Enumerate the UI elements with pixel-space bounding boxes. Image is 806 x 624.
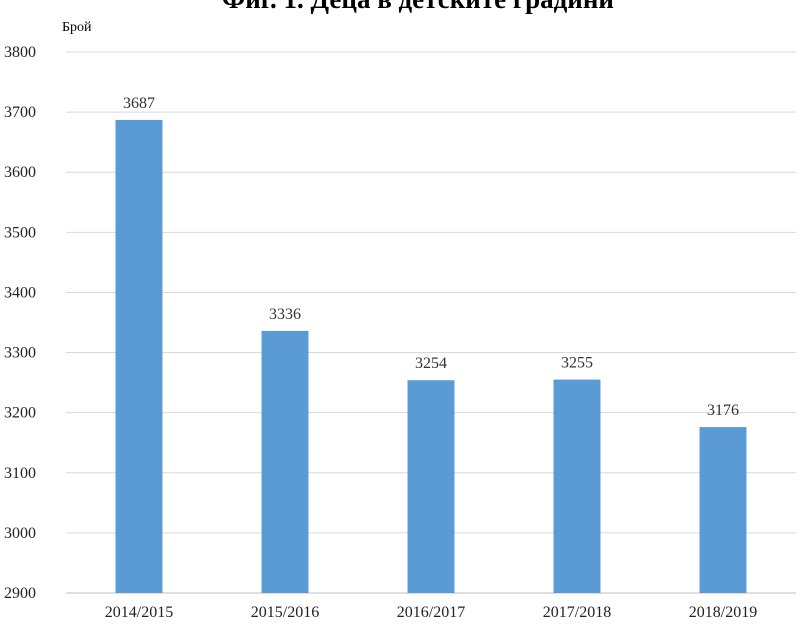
- x-tick-label: 2017/2018: [543, 604, 611, 621]
- x-axis-ticks: 2014/2015 2015/2016 2016/2017 2017/2018 2018…: [105, 604, 757, 621]
- data-label: 3176: [707, 402, 739, 419]
- data-label: 3336: [269, 306, 301, 323]
- chart-title: Фиг. 1. Деца в детските градини: [222, 0, 614, 14]
- data-label: 3254: [415, 355, 447, 372]
- y-tick-label: 3300: [4, 345, 36, 362]
- data-label: 3255: [561, 355, 593, 372]
- x-tick-label: 2015/2016: [251, 604, 319, 621]
- bar: [261, 330, 309, 593]
- y-tick-label: 3400: [4, 284, 36, 301]
- bar: [699, 427, 747, 593]
- data-label: 3687: [123, 95, 155, 112]
- gridlines: [66, 51, 796, 594]
- y-axis-label: Брой: [62, 20, 92, 35]
- bars: [115, 119, 747, 594]
- y-axis-ticks: 2900 3000 3100 3200 3300 3400 3500 3600 3700 3800: [4, 44, 36, 602]
- x-tick-label: 2014/2015: [105, 604, 173, 621]
- y-tick-label: 3100: [4, 465, 36, 482]
- y-tick-label: 3500: [4, 224, 36, 241]
- bar: [553, 379, 601, 593]
- y-tick-label: 3800: [4, 44, 36, 61]
- y-tick-label: 3600: [4, 164, 36, 181]
- bar: [407, 380, 455, 593]
- y-tick-label: 3200: [4, 405, 36, 422]
- y-tick-label: 3700: [4, 104, 36, 121]
- bar: [115, 119, 163, 594]
- x-tick-label: 2016/2017: [397, 604, 465, 621]
- x-tick-label: 2018/2019: [689, 604, 757, 621]
- data-labels: 3687 3336 3254 3255 3176: [123, 95, 739, 419]
- y-tick-label: 2900: [4, 585, 36, 602]
- y-tick-label: 3000: [4, 525, 36, 542]
